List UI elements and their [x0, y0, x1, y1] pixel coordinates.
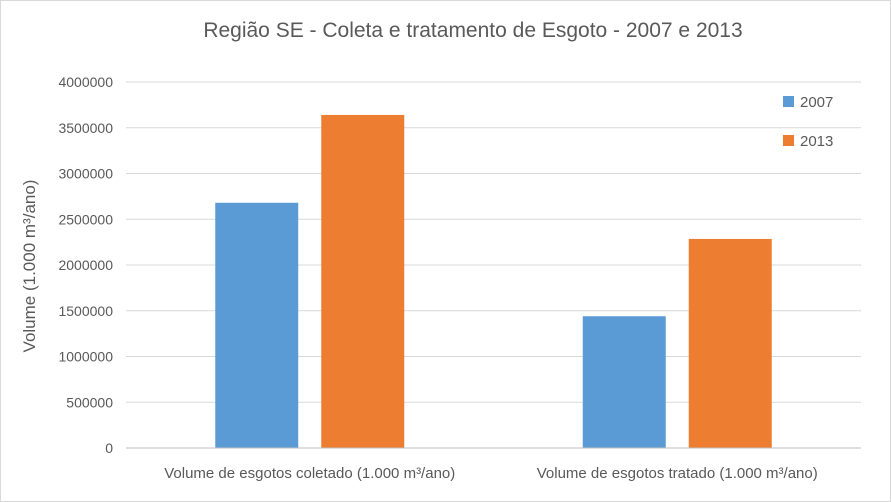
- bar-2013-2: [688, 238, 772, 448]
- legend-label-2007: 2007: [800, 94, 833, 111]
- x-category-label: Volume de esgotos coletado (1.000 m³/ano…: [164, 465, 455, 482]
- y-tick-label: 1500000: [58, 303, 113, 319]
- y-tick-label: 3500000: [58, 120, 113, 136]
- y-tick-label: 500000: [66, 394, 113, 410]
- y-tick-label: 1000000: [58, 349, 113, 365]
- bars: [215, 114, 772, 448]
- y-tick-label: 0: [105, 440, 113, 456]
- y-tick-label: 2500000: [58, 211, 113, 227]
- x-axis-categories: Volume de esgotos coletado (1.000 m³/ano…: [164, 465, 818, 482]
- chart-title: Região SE - Coleta e tratamento de Esgot…: [203, 19, 742, 42]
- bar-2007-1: [215, 202, 299, 448]
- y-tick-label: 2000000: [58, 257, 113, 273]
- legend-label-2013: 2013: [800, 133, 833, 150]
- legend: 2007 2013: [783, 94, 833, 150]
- y-tick-label: 3000000: [58, 166, 113, 182]
- bar-2013-1: [321, 114, 405, 448]
- y-axis-ticks: 0 500000 1000000 1500000 2000000 2500000 30000…: [58, 74, 113, 456]
- x-category-label: Volume de esgotos tratado (1.000 m³/ano): [537, 465, 818, 482]
- legend-swatch-2013: [783, 135, 794, 146]
- legend-swatch-2007: [783, 96, 794, 107]
- y-tick-label: 4000000: [58, 74, 113, 90]
- bar-2007-2: [582, 316, 666, 448]
- y-axis-label: Volume (1.000 m³/ano): [20, 180, 39, 353]
